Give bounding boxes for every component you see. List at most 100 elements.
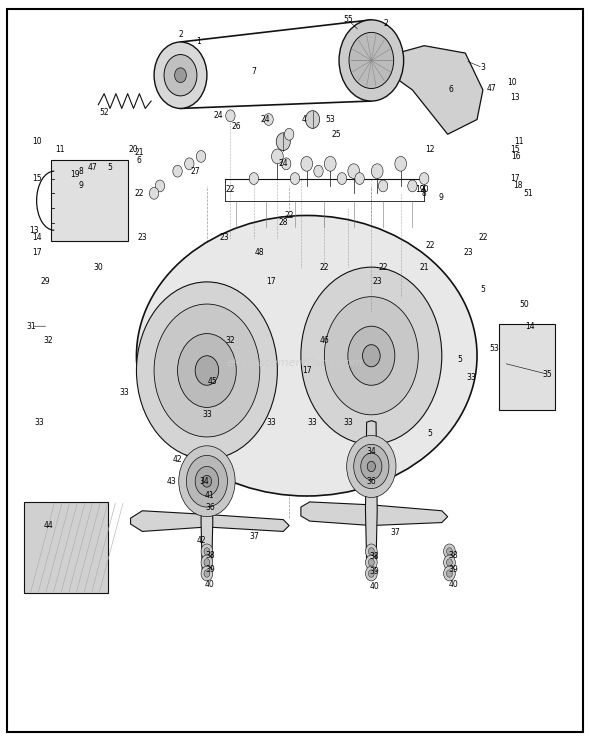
Circle shape — [348, 164, 359, 179]
Text: 1: 1 — [196, 38, 201, 47]
Text: 14: 14 — [32, 233, 41, 242]
Text: 11: 11 — [514, 137, 524, 146]
Circle shape — [202, 475, 212, 487]
Circle shape — [178, 333, 236, 408]
Text: 38: 38 — [449, 551, 458, 559]
Text: 15: 15 — [32, 174, 41, 183]
Circle shape — [281, 158, 291, 170]
Text: 48: 48 — [255, 248, 264, 257]
Circle shape — [249, 173, 258, 185]
Text: 13: 13 — [29, 226, 38, 235]
Text: 16: 16 — [512, 152, 521, 161]
FancyBboxPatch shape — [51, 160, 127, 242]
Text: 45: 45 — [208, 377, 218, 386]
Text: 47: 47 — [487, 84, 497, 93]
Text: 22: 22 — [378, 262, 388, 272]
Text: 50: 50 — [519, 299, 529, 308]
Circle shape — [204, 570, 210, 577]
Circle shape — [444, 566, 455, 581]
Circle shape — [175, 68, 186, 82]
Text: 13: 13 — [510, 93, 520, 102]
Text: 17: 17 — [510, 174, 520, 183]
Text: 36: 36 — [205, 502, 215, 511]
Circle shape — [195, 467, 219, 496]
Text: 12: 12 — [425, 144, 435, 153]
Circle shape — [339, 20, 404, 101]
Text: 23: 23 — [137, 233, 147, 242]
Text: 35: 35 — [543, 370, 552, 379]
Circle shape — [408, 180, 417, 192]
Text: 24: 24 — [214, 111, 224, 120]
Text: 36: 36 — [366, 476, 376, 486]
Text: 21: 21 — [135, 148, 144, 157]
Text: 17: 17 — [302, 366, 312, 375]
Circle shape — [149, 187, 159, 199]
Circle shape — [324, 156, 336, 171]
Circle shape — [419, 173, 429, 185]
Text: 10: 10 — [507, 78, 517, 87]
Circle shape — [447, 570, 453, 577]
Text: 3: 3 — [480, 63, 486, 73]
Text: 24: 24 — [261, 115, 270, 124]
Text: 20: 20 — [419, 185, 429, 194]
Circle shape — [164, 55, 197, 96]
Circle shape — [201, 544, 213, 559]
Circle shape — [201, 555, 213, 570]
Text: 19: 19 — [415, 185, 425, 194]
Text: 40: 40 — [369, 582, 379, 591]
Text: 2: 2 — [178, 30, 183, 39]
Circle shape — [195, 356, 219, 385]
Circle shape — [395, 156, 407, 171]
Text: 11: 11 — [55, 144, 65, 153]
Text: 47: 47 — [87, 163, 97, 172]
Text: 7: 7 — [251, 67, 256, 76]
Circle shape — [365, 544, 377, 559]
Text: 33: 33 — [343, 418, 353, 427]
Text: 17: 17 — [267, 277, 276, 287]
Circle shape — [201, 566, 213, 581]
Text: 23: 23 — [372, 277, 382, 287]
Text: 31: 31 — [26, 322, 35, 330]
Text: 5: 5 — [107, 163, 113, 172]
Text: 28: 28 — [278, 219, 288, 227]
Circle shape — [444, 544, 455, 559]
Circle shape — [368, 559, 374, 566]
Circle shape — [155, 180, 165, 192]
Text: 5: 5 — [428, 429, 432, 438]
Text: 51: 51 — [523, 189, 533, 198]
Text: 39: 39 — [205, 565, 215, 574]
Text: 10: 10 — [32, 137, 41, 146]
Circle shape — [154, 304, 260, 437]
Text: 38: 38 — [205, 551, 215, 559]
Text: 22: 22 — [225, 185, 235, 194]
Circle shape — [347, 436, 396, 497]
Text: 22: 22 — [478, 233, 488, 242]
Text: 20: 20 — [129, 144, 138, 153]
Text: eReplacementParts.com: eReplacementParts.com — [227, 358, 363, 368]
Circle shape — [337, 173, 347, 185]
Polygon shape — [365, 421, 377, 564]
Text: 39: 39 — [448, 565, 458, 574]
Circle shape — [348, 326, 395, 385]
Text: 18: 18 — [513, 182, 523, 190]
Polygon shape — [201, 458, 213, 571]
Text: 53: 53 — [325, 115, 335, 124]
Text: 5: 5 — [457, 355, 462, 364]
Text: 19: 19 — [70, 170, 80, 179]
Polygon shape — [301, 502, 448, 525]
Text: 33: 33 — [267, 418, 276, 427]
Text: 6: 6 — [137, 156, 142, 165]
FancyBboxPatch shape — [499, 324, 555, 410]
Text: 42: 42 — [196, 536, 206, 545]
Ellipse shape — [136, 216, 477, 496]
Text: 34: 34 — [366, 448, 376, 456]
Text: 42: 42 — [173, 454, 182, 464]
Text: 23: 23 — [219, 233, 230, 242]
Text: 4: 4 — [301, 115, 306, 124]
Circle shape — [136, 282, 277, 459]
Circle shape — [368, 570, 374, 577]
FancyBboxPatch shape — [24, 502, 108, 594]
Text: 52: 52 — [99, 107, 109, 116]
Circle shape — [360, 453, 382, 479]
Circle shape — [290, 173, 300, 185]
